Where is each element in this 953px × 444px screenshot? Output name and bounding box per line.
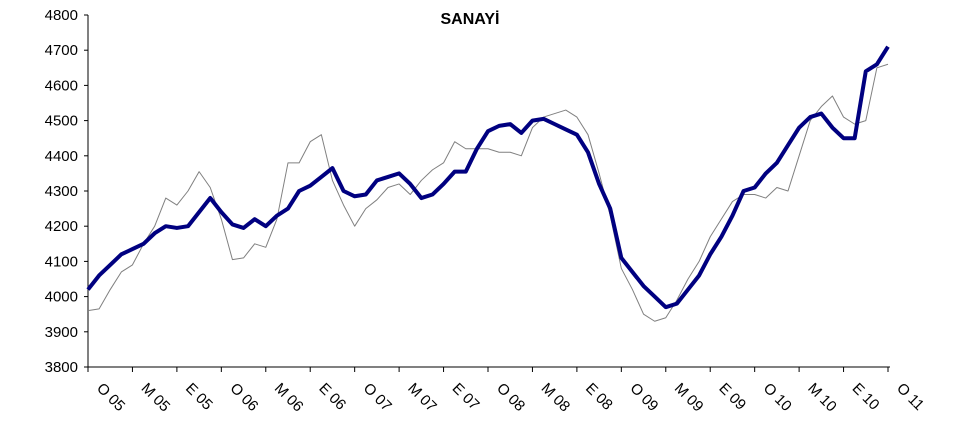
series-line bbox=[86, 45, 890, 310]
x-tick-label: M 07 bbox=[404, 380, 440, 416]
y-tick-label: 4500 bbox=[45, 113, 78, 130]
y-tick-label: 3900 bbox=[45, 324, 78, 341]
x-tick-label: M 08 bbox=[538, 380, 574, 416]
x-tick-label: E 08 bbox=[582, 380, 616, 414]
x-tick-label: O 10 bbox=[760, 380, 795, 415]
x-tick-label: O 09 bbox=[627, 380, 662, 415]
x-tick-label: E 05 bbox=[182, 380, 216, 414]
y-tick-label: 4300 bbox=[45, 183, 78, 200]
y-tick-label: 4800 bbox=[45, 7, 78, 24]
x-tick-label: E 07 bbox=[449, 380, 483, 414]
y-tick-label: 4000 bbox=[45, 289, 78, 306]
y-tick-label: 3800 bbox=[45, 359, 78, 376]
x-tick-label: O 11 bbox=[893, 380, 927, 414]
x-tick-label: E 09 bbox=[715, 380, 749, 414]
x-tick-label: M 06 bbox=[271, 380, 307, 416]
series-line bbox=[87, 63, 889, 322]
x-tick-label: O 07 bbox=[360, 380, 395, 415]
x-tick-label: M 09 bbox=[671, 380, 707, 416]
x-tick-label: E 06 bbox=[315, 380, 349, 414]
x-tick-label: M 10 bbox=[804, 380, 840, 416]
x-tick-label: E 10 bbox=[849, 380, 883, 414]
chart-title: SANAYİ bbox=[441, 10, 500, 28]
y-tick-label: 4600 bbox=[45, 77, 78, 94]
y-tick-label: 4700 bbox=[45, 42, 78, 59]
y-tick-label: 4400 bbox=[45, 148, 78, 165]
x-tick-label: M 05 bbox=[138, 380, 174, 416]
y-tick-label: 4100 bbox=[45, 253, 78, 270]
x-tick-label: O 08 bbox=[493, 380, 528, 415]
y-tick-label: 4200 bbox=[45, 218, 78, 235]
x-tick-label: O 06 bbox=[227, 380, 262, 415]
x-tick-label: O 05 bbox=[93, 380, 128, 415]
